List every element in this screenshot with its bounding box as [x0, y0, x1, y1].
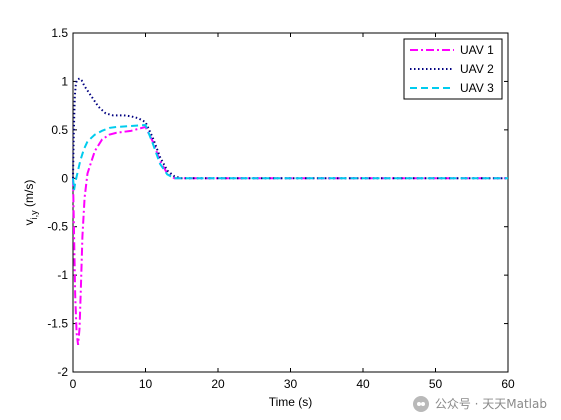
- x-tick-label: 20: [211, 377, 225, 391]
- legend-label-uav-3: UAV 3: [460, 81, 494, 95]
- y-tick-label: 1.5: [51, 26, 68, 40]
- y-tick-label: 1: [61, 74, 68, 88]
- y-tick-label: -0.5: [47, 220, 68, 234]
- legend-label-uav-1: UAV 1: [460, 43, 494, 57]
- y-tick-label: -1: [57, 268, 68, 282]
- x-tick-label: 10: [139, 377, 153, 391]
- x-tick-label: 0: [70, 377, 77, 391]
- y-tick-label: 0: [61, 171, 68, 185]
- y-axis-label-symbol: v: [22, 219, 36, 225]
- legend-label-uav-2: UAV 2: [460, 62, 494, 76]
- series-line-uav-3: [72, 123, 508, 191]
- y-axis-label: vi,y (m/s): [22, 180, 39, 226]
- y-axis-label-subscript: i,y: [29, 210, 39, 220]
- wechat-icon: [412, 395, 429, 412]
- x-tick-label: 40: [356, 377, 370, 391]
- watermark: 公众号 · 天天Matlab: [412, 395, 547, 412]
- y-tick-label: 0.5: [51, 123, 68, 137]
- x-tick-label: 50: [429, 377, 443, 391]
- y-axis-label-unit: (m/s): [22, 180, 36, 211]
- y-tick-label: -1.5: [47, 317, 68, 331]
- legend: UAV 1 UAV 2 UAV 3: [403, 38, 503, 100]
- x-tick-label: 60: [501, 377, 515, 391]
- y-tick-label: -2: [57, 365, 68, 379]
- x-tick-label: 30: [284, 377, 298, 391]
- x-axis-label: Time (s): [269, 395, 313, 409]
- watermark-text: 公众号 · 天天Matlab: [434, 397, 547, 411]
